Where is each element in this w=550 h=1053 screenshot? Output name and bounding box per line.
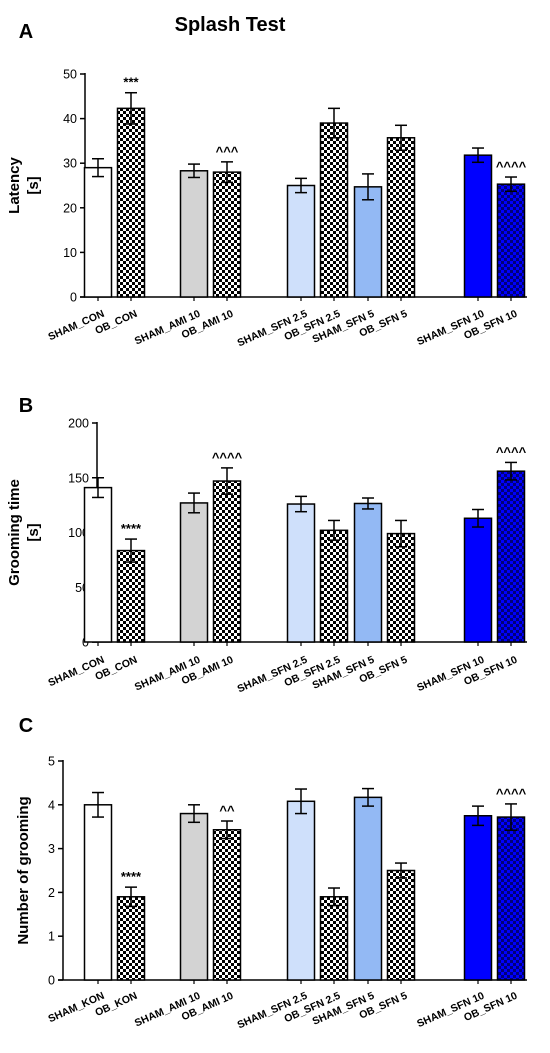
panel-label: B (19, 395, 33, 417)
bar (319, 529, 349, 643)
figure-title: Splash Test (175, 14, 286, 36)
y-tick-label: 20 (63, 201, 77, 215)
bar (463, 154, 493, 298)
bar (116, 549, 146, 643)
bar (386, 532, 416, 643)
y-tick-label: 150 (68, 471, 89, 485)
significance-label: ^^^^ (496, 159, 527, 174)
bar (463, 815, 493, 981)
y-tick-label: 40 (63, 112, 77, 126)
y-tick-label: 2 (48, 886, 55, 900)
bar (286, 800, 316, 981)
bar (179, 170, 209, 298)
bar (212, 171, 242, 298)
y-tick-label: 5 (48, 755, 55, 769)
significance-label: *** (123, 75, 139, 90)
significance-label: ^^ (219, 803, 235, 818)
bar (386, 137, 416, 298)
bar (83, 166, 113, 298)
y-axis-title: Grooming time [s] (6, 479, 42, 586)
panel-label: C (19, 715, 33, 737)
bar (353, 502, 383, 643)
y-axis-title-line: [s] (25, 176, 42, 194)
bar (496, 183, 526, 298)
bar (116, 107, 146, 298)
y-tick-label: 4 (48, 798, 55, 812)
bar (179, 502, 209, 643)
bar (83, 486, 113, 643)
bar (212, 829, 242, 981)
y-axis-title: Latency [s] (6, 157, 42, 214)
bar (463, 517, 493, 643)
bar (179, 812, 209, 981)
significance-label: ^^^ (216, 144, 239, 159)
y-axis-title: Number of grooming (15, 796, 32, 944)
y-axis-title-line: Grooming time (6, 479, 23, 586)
y-tick-label: 200 (68, 417, 89, 431)
y-tick-label: 0 (70, 291, 77, 305)
bar (83, 804, 113, 981)
bar (386, 869, 416, 981)
bar (353, 796, 383, 981)
y-tick-label: 10 (63, 246, 77, 260)
panel-label: A (19, 21, 33, 43)
significance-label: ^^^^ (496, 444, 527, 459)
y-axis-title-line: Number of grooming (15, 796, 32, 944)
bar (212, 480, 242, 643)
bar (353, 186, 383, 298)
y-axis-title-line: Latency (6, 157, 23, 214)
bar (319, 896, 349, 981)
bar (319, 122, 349, 298)
y-axis-title-line: [s] (25, 523, 42, 541)
significance-label: ^^^^ (496, 786, 527, 801)
significance-label: ^^^^ (212, 450, 243, 465)
bar (286, 503, 316, 643)
bar (286, 184, 316, 298)
y-tick-label: 3 (48, 842, 55, 856)
bar (116, 896, 146, 981)
bar (496, 470, 526, 643)
significance-label: **** (121, 869, 142, 884)
y-tick-label: 30 (63, 157, 77, 171)
y-tick-label: 1 (48, 930, 55, 944)
y-tick-label: 0 (48, 974, 55, 988)
bar (496, 816, 526, 981)
significance-label: **** (121, 521, 142, 536)
y-tick-label: 50 (63, 68, 77, 82)
